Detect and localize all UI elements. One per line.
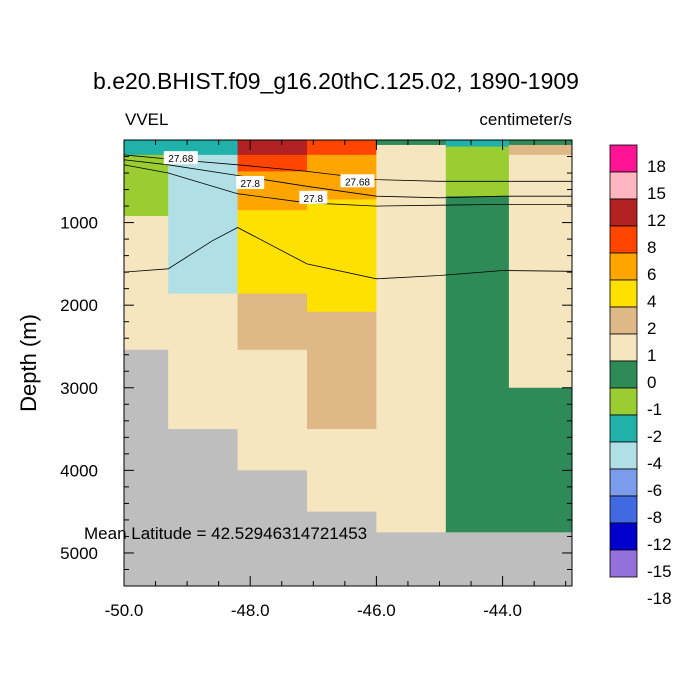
heatmap-cell (306, 511, 377, 587)
contour-line (123, 159, 572, 199)
colorbar-swatch (609, 198, 638, 227)
contour-label-box (163, 151, 198, 165)
colorbar-swatch (609, 387, 638, 416)
heatmap-cell (306, 429, 377, 513)
y-tick-label: 5000 (60, 544, 98, 563)
colorbar-swatch (609, 360, 638, 389)
heatmap-cell (445, 146, 510, 197)
x-tick-label: -44.0 (483, 601, 522, 620)
contour-labels: 27.68 27.8 27.68 27.8 (163, 151, 375, 205)
chart-title: b.e20.BHIST.f09_g16.20thC.125.02, 1890-1… (93, 68, 579, 94)
contour-label-box (340, 174, 375, 188)
colorbar-label: 18 (647, 157, 666, 176)
colorbar-label: -12 (647, 535, 672, 554)
y-tick-label: 2000 (60, 296, 98, 315)
colorbar-label: -8 (647, 508, 662, 527)
heatmap-cell (508, 144, 573, 156)
colorbar-label: -6 (647, 481, 662, 500)
colorbar-swatch (609, 279, 638, 308)
colorbar-label: 1 (647, 346, 656, 365)
heatmap-cell (124, 154, 169, 217)
heatmap-cell (168, 154, 238, 295)
heatmap-cell (306, 199, 377, 313)
colorbar-swatch (609, 495, 638, 524)
heatmap-cell (168, 293, 238, 430)
heatmap-cell (168, 429, 238, 587)
contour-line (123, 164, 572, 207)
contour-label: 27.68 (163, 151, 198, 165)
heatmap-cell (376, 532, 447, 587)
contour-label-text: 27.68 (345, 177, 370, 188)
colorbar-label: -1 (647, 400, 662, 419)
colorbar-label: 6 (647, 265, 656, 284)
variable-label: VVEL (125, 110, 168, 129)
colorbar-label: -15 (647, 562, 672, 581)
heatmap-cell (445, 140, 510, 148)
y-tick-label: 1000 (60, 214, 98, 233)
colorbar-swatch (609, 252, 638, 281)
plot-frame (123, 139, 573, 587)
heatmap-cell (237, 349, 308, 471)
heatmap-cell (237, 470, 308, 587)
contour-label-text: 27.68 (168, 154, 193, 165)
y-axis-label: Depth (m) (16, 314, 41, 412)
heatmap-cells (124, 140, 573, 587)
heatmap-cell (237, 210, 308, 295)
contour-label-box (299, 190, 328, 204)
colorbar-swatch (609, 306, 638, 335)
heatmap-cell (306, 140, 377, 156)
colorbar-swatch (609, 225, 638, 254)
contour-label-text: 27.8 (304, 194, 324, 205)
heatmap-cell (445, 532, 510, 587)
colorbar-label: 2 (647, 319, 656, 338)
heatmap-cell (124, 215, 169, 351)
heatmap-cell (306, 311, 377, 430)
colorbar-swatch (609, 522, 638, 551)
colorbar-swatch (609, 144, 638, 173)
colorbar-label: -2 (647, 427, 662, 446)
contour-label: 27.8 (299, 190, 328, 205)
heatmap-cell (508, 532, 573, 587)
colorbar-label: 12 (647, 211, 666, 230)
y-tick-label: 3000 (60, 379, 98, 398)
colorbar-swatch (609, 549, 638, 578)
heatmap-cell (508, 387, 573, 533)
contour-label: 27.68 (340, 174, 375, 188)
colorbar-label: 15 (647, 184, 666, 203)
colorbar-label: -18 (647, 589, 672, 608)
y-tick-label: 4000 (60, 461, 98, 480)
heatmap-cell (445, 196, 510, 533)
heatmap-cell (124, 349, 169, 587)
colorbar-swatch (609, 468, 638, 497)
colorbar-swatch (609, 441, 638, 470)
heatmap-cell (124, 140, 169, 156)
heatmap-cell (237, 140, 308, 156)
x-tick-label: -48.0 (231, 601, 270, 620)
colorbar-label: 8 (647, 238, 656, 257)
heatmap-cell (508, 140, 573, 146)
colorbar-swatch (609, 333, 638, 362)
colorbar-label: 0 (647, 373, 656, 392)
contour-label-box (236, 175, 265, 189)
contour-label: 27.8 (236, 175, 265, 190)
heatmap-cell (237, 154, 308, 172)
heatmap-cell (376, 140, 447, 146)
x-tick-label: -50.0 (105, 601, 144, 620)
colorbar-swatch (609, 414, 638, 443)
contour-line (123, 227, 573, 280)
x-tick-label: -46.0 (357, 601, 396, 620)
heatmap-cell (237, 293, 308, 351)
units-label: centimeter/s (479, 110, 572, 129)
axis-ticks: -50.0 -48.0 -46.0 -44.0 1000 2000 3000 4000 5000 (60, 140, 572, 620)
colorbar-swatch (609, 171, 638, 200)
colorbar-label: 4 (647, 292, 656, 311)
colorbar: 18 15 12 8 6 4 2 1 0 -1 -2 -4 -6 -8 -12 -15 -18 (609, 144, 672, 608)
contour-label-text: 27.8 (240, 179, 260, 190)
colorbar-label: -4 (647, 454, 662, 473)
mean-latitude-annotation: Mean Latitude = 42.52946314721453 (84, 524, 367, 543)
heatmap-cell (376, 144, 447, 533)
